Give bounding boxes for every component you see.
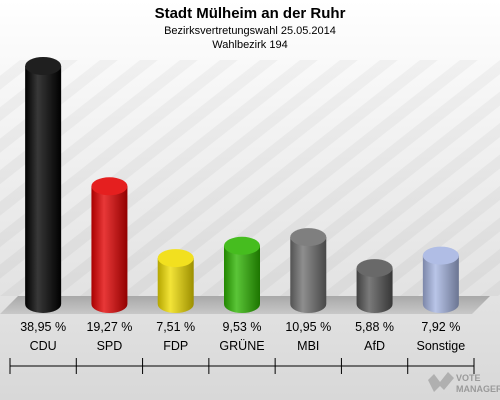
category-label: FDP: [163, 339, 188, 353]
value-label: 9,53 %: [223, 320, 262, 334]
value-label: 5,88 %: [355, 320, 394, 334]
vote-manager-logo-icon: [428, 372, 454, 392]
bar-spd: [91, 186, 128, 313]
watermark-line1: VOTE: [456, 373, 481, 383]
category-label: SPD: [97, 339, 123, 353]
watermark-line2: MANAGER: [456, 384, 500, 394]
value-label: 19,27 %: [86, 320, 132, 334]
value-label: 38,95 %: [20, 320, 66, 334]
category-label: Sonstige: [417, 339, 466, 353]
bar-cdu: [25, 66, 62, 313]
bar-grüne: [224, 245, 260, 313]
chart-subtitle-line1: Bezirksvertretungswahl 25.05.2014: [164, 25, 336, 37]
category-label: MBI: [297, 339, 319, 353]
watermark: VOTE MANAGER: [428, 372, 500, 394]
bar-mbi: [290, 237, 327, 313]
bar-series: [25, 57, 459, 313]
bar-cap: [25, 57, 62, 75]
bar-cap: [224, 236, 260, 255]
bar-cap: [290, 228, 327, 247]
bar-cap: [422, 246, 459, 265]
chart-title: Stadt Mülheim an der Ruhr: [155, 5, 346, 22]
category-dividers: [9, 358, 475, 374]
value-label: 7,92 %: [421, 320, 460, 334]
value-labels: 38,95 % 19,27 % 7,51 % 9,53 % 10,95 % 5,88 % 7…: [20, 320, 460, 334]
bar-cap: [91, 177, 128, 196]
bar-afd: [356, 268, 393, 313]
category-label: GRÜNE: [219, 339, 264, 353]
bar-fdp: [157, 258, 194, 313]
chart-subtitle-line2: Wahlbezirk 194: [212, 39, 287, 51]
bar-cap: [356, 259, 393, 278]
category-label: AfD: [364, 339, 385, 353]
value-label: 7,51 %: [156, 320, 195, 334]
category-label: CDU: [30, 339, 57, 353]
bar-cap: [157, 249, 194, 268]
bar-sonstige: [422, 255, 459, 313]
category-labels: CDU SPD FDP GRÜNE MBI AfD Sonstige: [30, 339, 466, 353]
value-label: 10,95 %: [285, 320, 331, 334]
